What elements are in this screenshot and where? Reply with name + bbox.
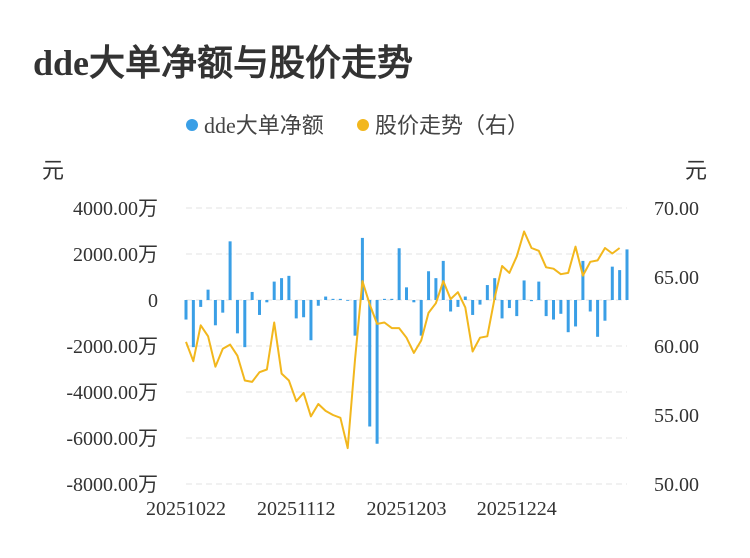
left-tick-label: 4000.00万	[73, 198, 158, 220]
dde-bar	[625, 249, 629, 300]
left-axis-ticks: 4000.00万 2000.00万 0 -2000.00万 -4000.00万 -6000…	[66, 198, 158, 496]
dde-bar	[353, 300, 357, 336]
dde-bar	[522, 280, 526, 300]
dde-bar	[213, 300, 217, 326]
left-tick-label: -4000.00万	[66, 382, 158, 404]
right-tick-label: 65.00	[654, 267, 699, 289]
legend: dde大单净额 股价走势（右）	[186, 113, 529, 138]
left-axis-unit: 元	[42, 158, 64, 183]
dde-bar	[316, 300, 320, 306]
dde-bar	[507, 300, 511, 309]
dde-bar	[581, 260, 585, 300]
dde-bar	[405, 287, 408, 300]
left-tick-label: 2000.00万	[73, 244, 158, 266]
dde-bar	[287, 275, 291, 300]
right-tick-label: 70.00	[654, 198, 699, 220]
dde-bar	[456, 300, 460, 307]
x-tick-label: 20251022	[146, 498, 226, 520]
dde-bar	[515, 300, 519, 317]
dde-bar	[574, 300, 578, 327]
dde-bar	[537, 281, 541, 300]
price-line-path	[185, 230, 621, 450]
right-axis-unit: 元	[685, 158, 707, 183]
dde-bar	[235, 300, 239, 334]
dde-bar	[529, 300, 533, 302]
dde-bar	[375, 300, 379, 444]
price-line	[185, 230, 621, 450]
dde-bar	[346, 300, 350, 301]
dde-bar	[463, 296, 467, 300]
dde-bar	[184, 300, 188, 320]
dde-bar	[265, 300, 269, 303]
dde-bar	[603, 300, 607, 321]
dde-bar	[610, 266, 614, 300]
dde-bar	[618, 270, 622, 300]
left-tick-label: -6000.00万	[66, 428, 158, 450]
dde-bar	[368, 300, 372, 427]
right-tick-label: 50.00	[654, 474, 699, 496]
x-tick-label: 20251203	[367, 498, 447, 520]
dde-bar	[331, 298, 335, 300]
right-tick-label: 55.00	[654, 405, 699, 427]
dde-bar	[552, 300, 555, 320]
legend-label: 股价走势（右）	[375, 113, 529, 138]
dde-bar	[250, 291, 254, 300]
dde-bar	[309, 300, 313, 341]
dde-bar	[206, 289, 210, 300]
dde-bar	[471, 300, 475, 315]
left-tick-label: -2000.00万	[66, 336, 158, 358]
dde-bar	[419, 300, 423, 336]
legend-label: dde大单净额	[204, 113, 324, 138]
dde-bar	[559, 300, 563, 314]
grid-lines	[186, 207, 627, 485]
dde-bar	[191, 300, 195, 348]
left-tick-label: 0	[148, 290, 158, 312]
chart-title: dde大单净额与股价走势	[33, 43, 414, 83]
legend-marker	[186, 119, 198, 131]
x-tick-label: 20251224	[477, 498, 557, 520]
dde-bar	[302, 300, 306, 318]
dde-bar	[588, 300, 592, 312]
dde-bar	[199, 300, 203, 307]
dde-bar	[272, 281, 276, 300]
dde-bar	[382, 298, 386, 300]
dde-bars	[184, 237, 629, 444]
legend-marker	[357, 119, 369, 131]
x-axis-ticks: 20251022 20251112 20251203 20251224	[146, 498, 557, 520]
dde-bar	[449, 300, 453, 312]
dde-bar	[544, 300, 548, 317]
dde-bar	[338, 298, 342, 300]
dde-bar	[566, 300, 570, 333]
dde-bar	[412, 300, 416, 303]
dde-bar	[228, 241, 232, 300]
dde-bar	[485, 285, 489, 300]
dde-bar	[280, 278, 284, 300]
dde-bar	[258, 300, 261, 315]
left-tick-label: -8000.00万	[66, 474, 158, 496]
dde-bar	[434, 278, 438, 300]
dde-bar	[596, 300, 600, 337]
dde-bar	[390, 298, 394, 300]
dde-bar	[427, 271, 431, 300]
dde-bar	[324, 296, 328, 300]
dde-bar	[294, 300, 298, 319]
right-tick-label: 60.00	[654, 336, 699, 358]
dde-bar	[221, 300, 225, 313]
dde-bar	[493, 278, 497, 300]
dde-bar	[243, 300, 247, 348]
dde-bar	[478, 300, 482, 305]
x-tick-label: 20251112	[257, 498, 336, 520]
right-axis-ticks: 70.00 65.00 60.00 55.00 50.00	[654, 198, 699, 496]
dde-bar	[500, 300, 504, 319]
dde-bar	[397, 248, 401, 300]
dde-bar	[360, 237, 364, 300]
